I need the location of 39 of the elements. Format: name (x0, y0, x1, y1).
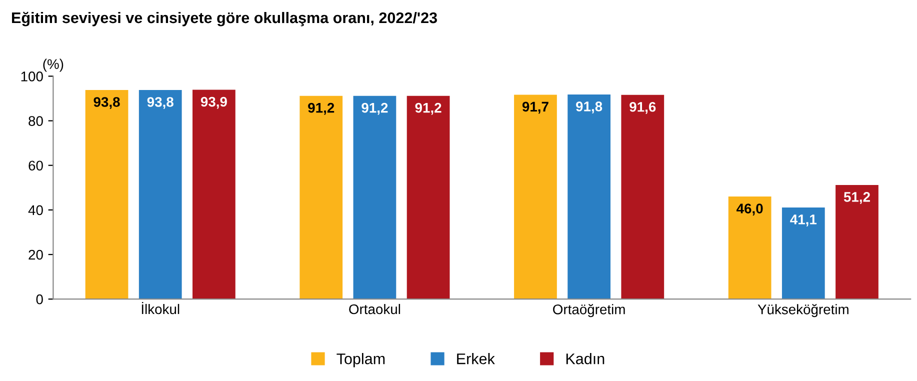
data-label: 93,8 (94, 97, 120, 109)
data-label: 91,2 (362, 102, 388, 115)
bar (621, 94, 664, 300)
bar (353, 96, 396, 300)
data-label: 91,2 (308, 102, 334, 115)
x-tick-label: Yükseköğretim (758, 304, 848, 318)
data-label: 91,6 (630, 102, 656, 114)
bar (300, 96, 343, 300)
y-tick-label: 20 (28, 250, 43, 260)
y-tick-label: 80 (28, 116, 43, 126)
chart-title: Eğitim seviyesi ve cinsiyete göre okullaşma oranı, 2022/'23 (12, 12, 437, 26)
legend-label: Toplam (336, 353, 385, 368)
y-tick-label: 0 (36, 294, 43, 304)
y-tick-label: 60 (28, 160, 43, 171)
x-tick-label: İlkokul (142, 302, 180, 314)
data-label: 91,7 (522, 102, 548, 114)
data-label: 51,2 (844, 192, 870, 204)
x-tick-label: Ortaöğretim (553, 304, 625, 318)
data-label: 41,1 (790, 214, 817, 226)
bar (728, 196, 772, 300)
y-tick-label: 100 (21, 72, 43, 82)
data-label: 93,9 (200, 96, 227, 109)
data-label: 91,8 (576, 102, 602, 114)
legend-label: Erkek (457, 353, 495, 364)
bar (85, 90, 128, 300)
bar (568, 94, 610, 300)
bar (192, 90, 236, 300)
bar (406, 96, 450, 300)
data-label: 46,0 (736, 204, 763, 216)
data-label: 93,8 (147, 97, 174, 109)
y-tick-label: 40 (28, 205, 43, 216)
bar (514, 94, 557, 300)
x-tick-label: Ortaokul (349, 304, 400, 314)
bar (782, 207, 825, 300)
data-label: 91,2 (415, 102, 442, 115)
legend-label: Kadın (566, 353, 604, 364)
bar (836, 184, 878, 300)
bar (138, 90, 182, 300)
y-axis-title: (%) (43, 58, 64, 72)
